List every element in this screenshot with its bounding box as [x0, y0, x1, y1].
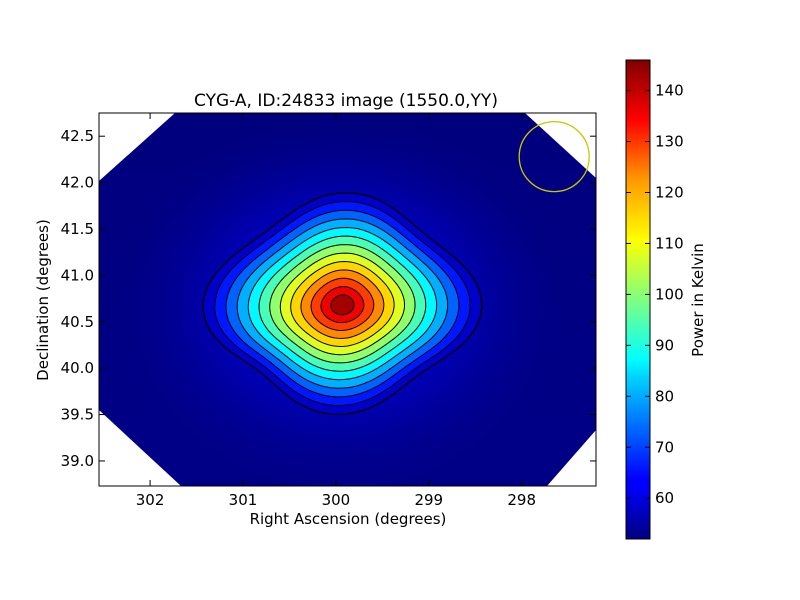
- contour-line: [330, 294, 355, 316]
- colorbar-tick-label: 120: [655, 183, 684, 201]
- y-tick-label: 41.0: [61, 266, 94, 284]
- contour-line: [290, 260, 395, 348]
- beam-marker: [518, 120, 590, 193]
- colorbar: 60 70 80 90 100 110 120 130 140 Power in Kelvin: [625, 59, 707, 540]
- colorbar-tick-label: 80: [655, 387, 674, 405]
- colorbar-tick-label: 70: [655, 438, 674, 456]
- y-tick-label: 40.5: [61, 313, 94, 331]
- contour-fills: [203, 192, 482, 415]
- contour-line: [247, 226, 438, 381]
- contour-lines: [202, 192, 483, 416]
- contour-line: [258, 235, 427, 372]
- x-tick-label: 301: [229, 491, 258, 509]
- x-axis-ticks: 302 301 300 299 298: [136, 113, 536, 509]
- y-tick-label: 42.0: [61, 174, 94, 192]
- contour-line: [202, 192, 483, 416]
- contour-line: [225, 209, 460, 398]
- colorbar-tick-label: 90: [655, 336, 674, 354]
- contour-line: [310, 277, 375, 332]
- colorbar-tick-label: 130: [655, 133, 684, 151]
- contour-line: [320, 286, 365, 324]
- x-tick-label: 298: [507, 491, 536, 509]
- y-tick-label: 41.5: [61, 220, 94, 238]
- y-tick-label: 42.5: [61, 127, 94, 145]
- colorbar-label: Power in Kelvin: [689, 243, 707, 357]
- x-axis-label: Right Ascension (degrees): [250, 510, 447, 528]
- plot-area: [98, 112, 597, 487]
- contour-line: [300, 269, 385, 339]
- y-axis-ticks: 39.0 39.5 40.0 40.5 41.0 41.5 42.0 42.5: [61, 127, 596, 470]
- colorbar-ticks: 60 70 80 90 100 110 120 130 140: [626, 82, 684, 507]
- colorbar-tick-label: 140: [655, 82, 684, 100]
- colorbar-tick-label: 100: [655, 285, 684, 303]
- chart-title: CYG-A, ID:24833 image (1550.0,YY): [194, 91, 498, 111]
- contour-line: [214, 200, 471, 407]
- contour-fill: [330, 294, 354, 315]
- contour-line: [279, 252, 405, 356]
- colorbar-tick-label: 110: [655, 234, 684, 252]
- contour-line: [236, 218, 449, 389]
- x-tick-label: 300: [322, 491, 351, 509]
- y-axis-label: Declination (degrees): [34, 219, 52, 381]
- x-tick-label: 302: [136, 491, 165, 509]
- y-tick-label: 40.0: [61, 359, 94, 377]
- y-tick-label: 39.5: [61, 406, 94, 424]
- contour-line: [269, 244, 416, 364]
- colorbar-tick-label: 60: [655, 489, 674, 507]
- x-tick-label: 299: [414, 491, 443, 509]
- y-tick-label: 39.0: [61, 452, 94, 470]
- plot-frame: [98, 112, 597, 487]
- colorbar-gradient: [625, 59, 651, 540]
